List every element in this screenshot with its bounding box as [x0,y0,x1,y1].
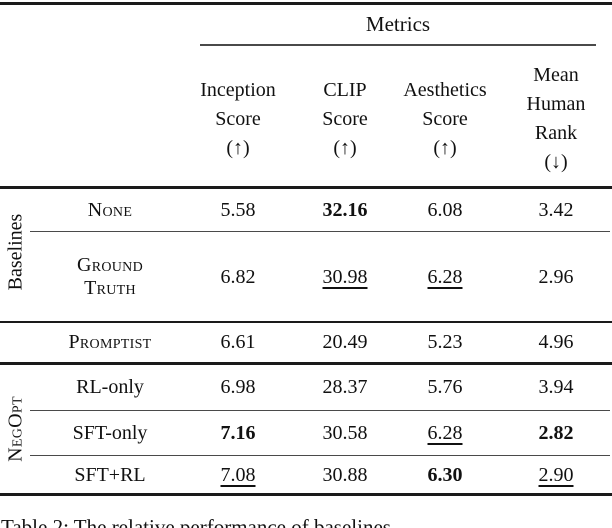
metric-value: 6.28 [427,265,463,288]
metric-value: 6.30 [427,463,463,486]
column-header-mean-human-rank: Mean Human Rank (↓) [498,58,612,180]
header-line: Mean [533,64,579,86]
table-caption: Table 2: The relative performance of bas… [1,515,391,528]
metric-value: 6.08 [427,198,463,221]
metrics-span-rule [200,44,596,46]
table-top-rule [0,2,612,5]
method-label: None [87,198,133,221]
metric-value: 5.58 [220,198,256,221]
header-line: Inception [200,78,276,101]
metric-value: 4.96 [538,331,574,353]
up-arrow-indicator: (↑) [333,136,357,159]
metric-value: 30.88 [322,463,368,486]
table-row: None 5.58 32.16 6.08 3.42 [0,189,612,231]
metric-value: 5.23 [427,331,463,353]
method-label: SFT-only [72,422,148,444]
column-header-clip-score: CLIP Score (↑) [287,58,403,180]
table-row: RL-only 6.98 28.37 5.76 3.94 [0,365,612,410]
table-row: SFT+RL 7.08 30.88 6.30 2.90 [0,457,612,493]
method-label: RL-only [76,376,144,398]
metric-value: 3.94 [538,376,574,398]
metric-value: 30.58 [322,422,368,444]
metric-value: 20.49 [322,331,368,353]
table-bottom-rule [0,493,612,496]
up-arrow-indicator: (↑) [433,136,457,159]
header-bottom-rule [0,186,612,189]
method-label: Ground Truth [76,254,144,299]
row-divider-rule [30,231,610,233]
metric-value: 2.96 [538,265,574,288]
row-divider-rule [30,455,610,457]
method-label: SFT+RL [74,463,146,486]
table-row: Ground Truth 6.82 30.98 6.28 2.96 [0,233,612,321]
header-line: Aesthetics [403,78,487,101]
metric-value: 6.82 [220,265,256,288]
metric-value: 32.16 [322,198,368,221]
metric-value: 28.37 [322,376,368,398]
table-row: Promptist 6.61 20.49 5.23 4.96 [0,323,612,362]
metric-value: 2.90 [538,463,574,486]
header-line: Score [215,107,261,130]
metric-value: 6.61 [220,331,256,353]
metric-value: 6.98 [220,376,256,398]
metric-value: 30.98 [322,265,368,288]
header-line: CLIP [323,78,367,101]
metric-value: 5.76 [427,376,463,398]
metrics-group-header: Metrics [365,12,431,36]
header-line: Score [322,107,368,130]
metric-value: 6.28 [427,422,463,444]
metric-value: 7.08 [220,463,256,486]
metric-value: 7.16 [220,422,256,444]
header-line: Score [422,107,468,130]
metric-value: 2.82 [538,422,574,444]
header-line: Rank [534,122,578,144]
table-row: SFT-only 7.16 30.58 6.28 2.82 [0,412,612,455]
column-header-inception-score: Inception Score (↑) [180,58,296,180]
up-arrow-indicator: (↑) [226,136,250,159]
down-arrow-indicator: (↓) [544,151,568,173]
column-header-aesthetics-score: Aesthetics Score (↑) [387,58,503,180]
section-divider-rule [0,362,612,365]
metric-value: 3.42 [538,198,574,221]
row-divider-rule [30,410,610,412]
header-line: Human [526,93,586,115]
section-divider-rule [0,321,612,323]
method-label: Promptist [68,331,152,353]
